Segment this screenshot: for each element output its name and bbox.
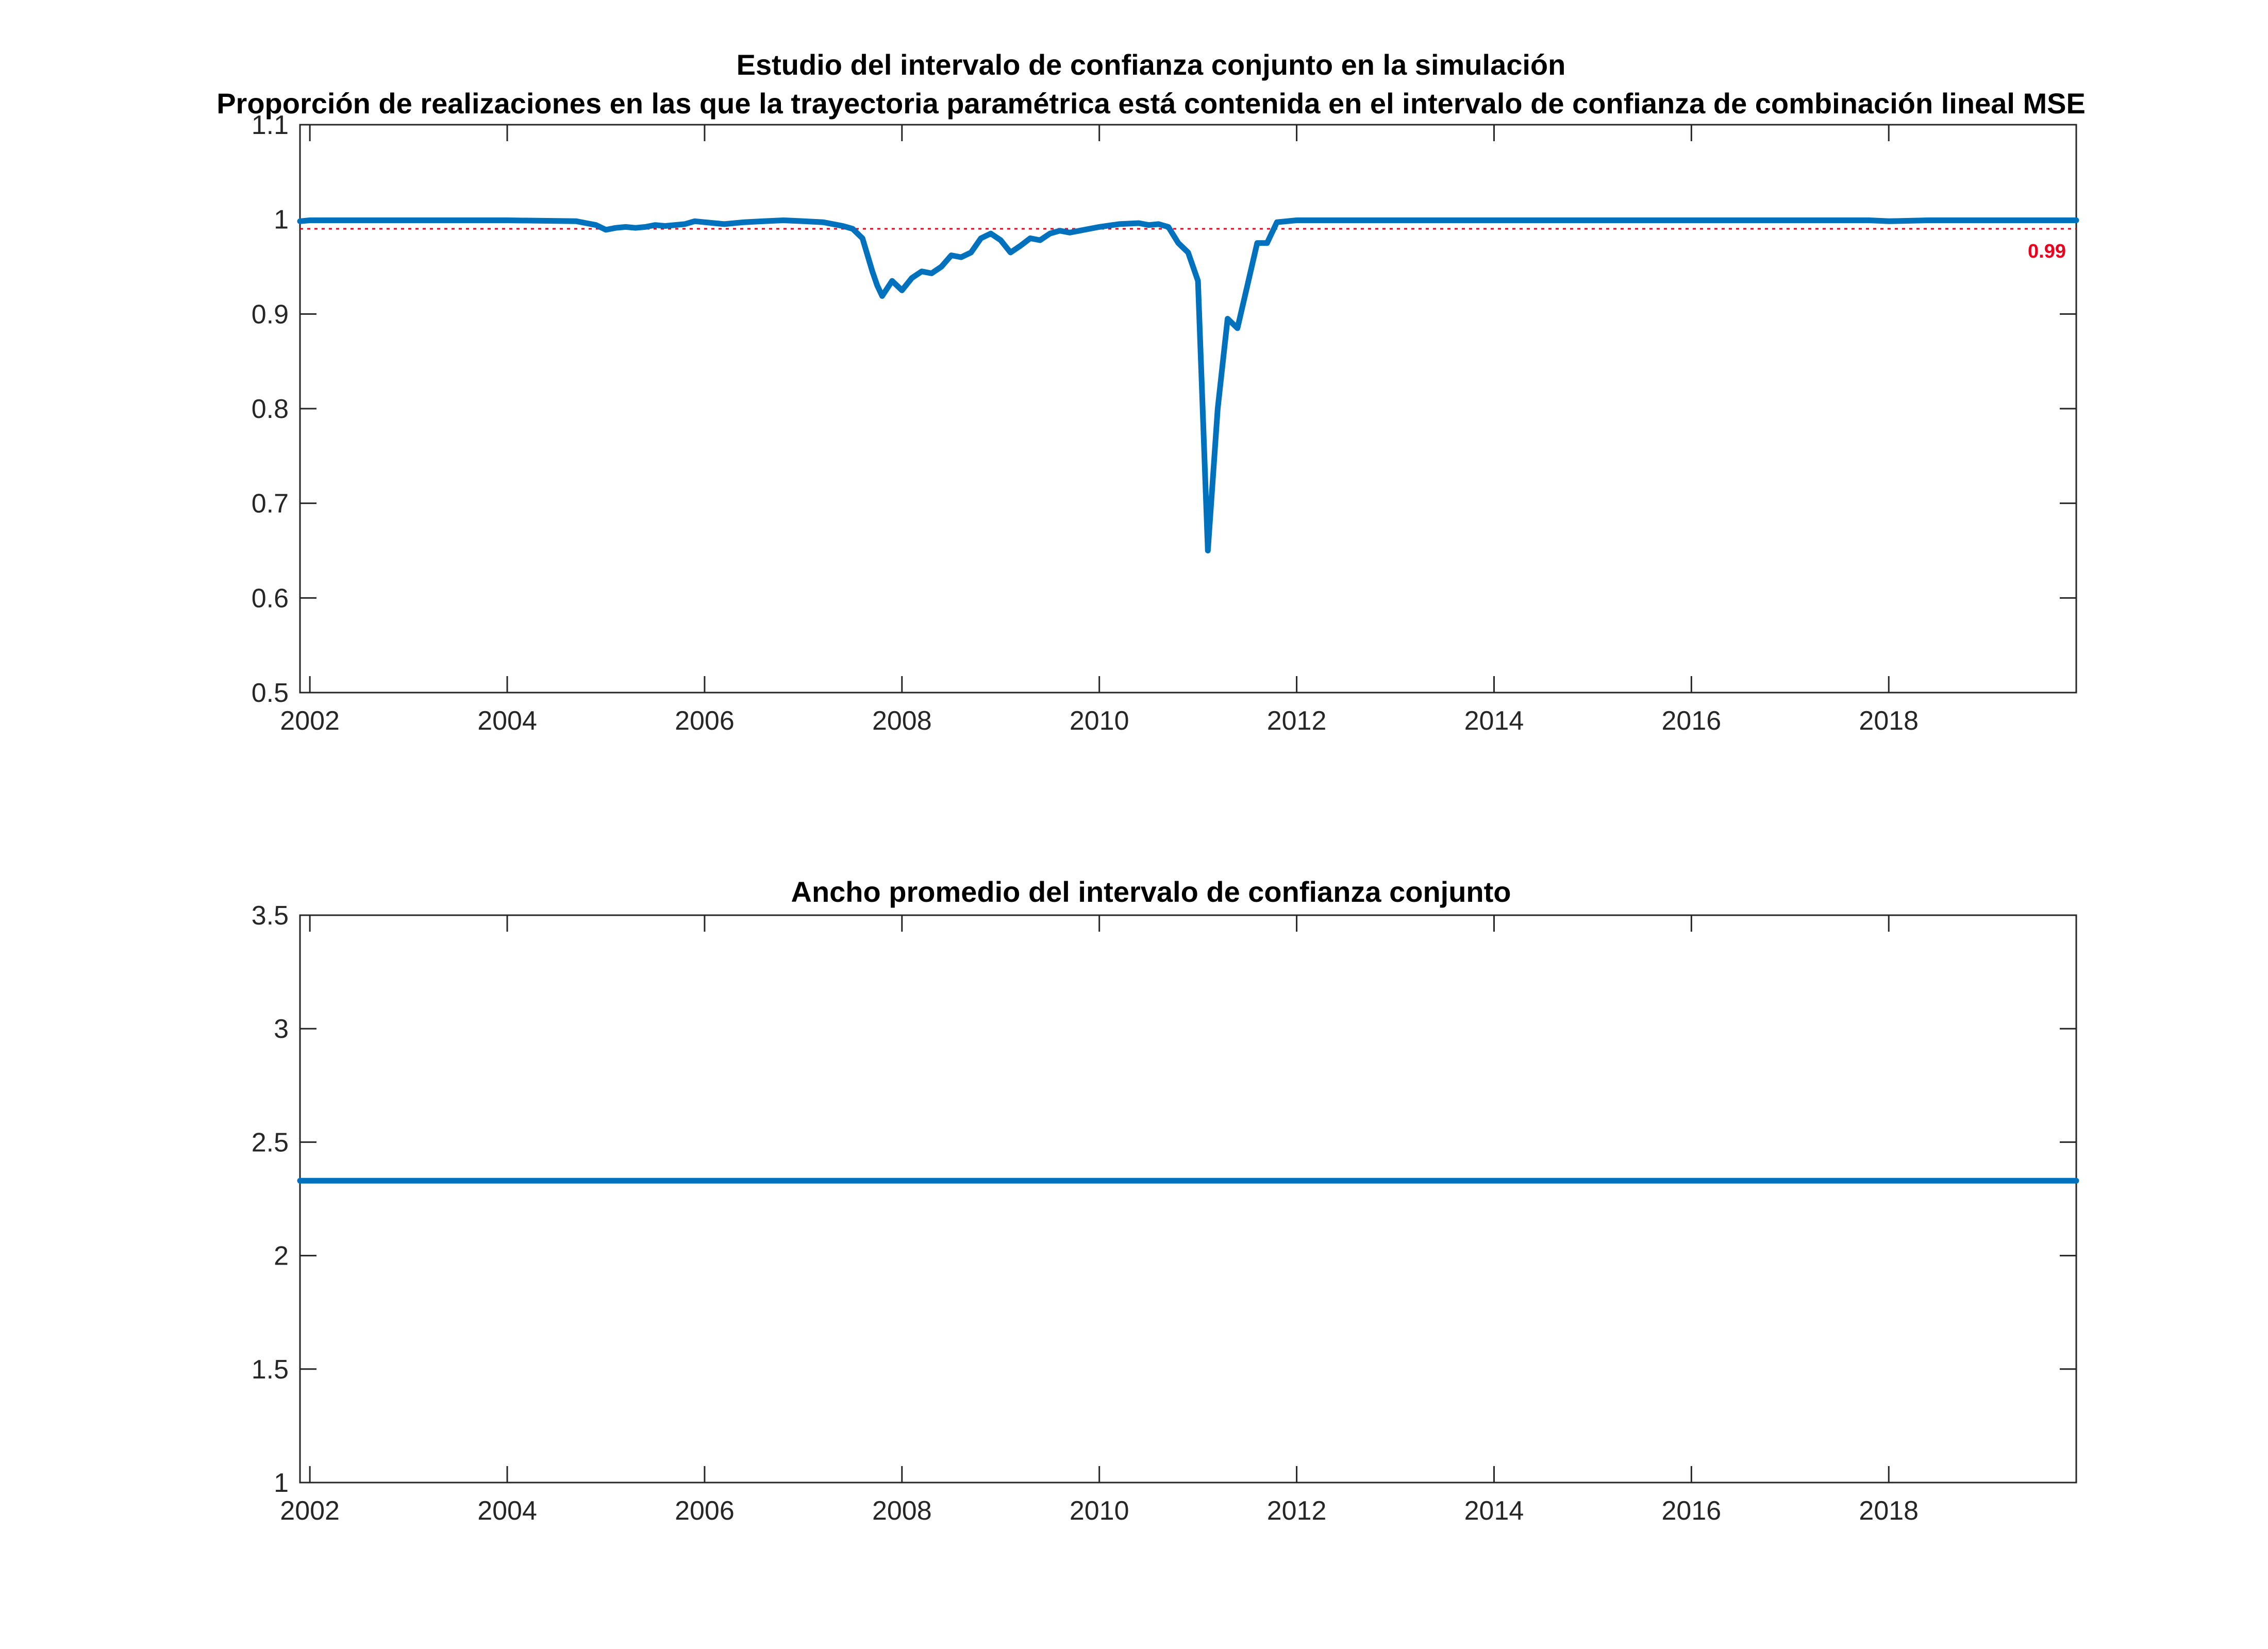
- x-tick-label: 2004: [477, 1496, 537, 1526]
- axes-frame: [299, 914, 2077, 1484]
- y-tick-label: 3.5: [252, 901, 289, 931]
- x-tick-label: 2010: [1070, 1496, 1129, 1526]
- x-tick-label: 2016: [1662, 1496, 1722, 1526]
- width-plot: 2002 2004 2006 2008 2010 2012 2014 2016 2018 1 1.5…: [252, 901, 2079, 1526]
- x-tick-label: 2016: [1662, 706, 1722, 736]
- x-tick-label: 2002: [280, 706, 340, 736]
- x-tick-label: 2004: [477, 706, 537, 736]
- y-tick-label: 2.5: [252, 1128, 289, 1157]
- y-tick-label: 0.6: [252, 583, 289, 613]
- width-chart-title: Ancho promedio del intervalo de confianz…: [791, 876, 1511, 908]
- series-line: [297, 217, 2079, 553]
- chart-subtitle: Proporción de realizaciones en las que l…: [216, 87, 2086, 120]
- y-tick-label: 0.7: [252, 489, 289, 519]
- y-tick-label: 1.1: [252, 110, 289, 140]
- axes-frame: [299, 124, 2077, 694]
- coverage-plot: 2002 2004 2006 2008 2010 2012 2014 2016 2018 0.5 0…: [252, 110, 2079, 736]
- x-tick-label: 2008: [872, 1496, 932, 1526]
- x-tick-label: 2008: [872, 706, 932, 736]
- x-tick-label: 2018: [1859, 1496, 1919, 1526]
- x-tick-label: 2006: [675, 706, 735, 736]
- y-tick-label: 0.9: [252, 299, 289, 329]
- x-tick-label: 2012: [1267, 706, 1327, 736]
- y-tick-label: 1.5: [252, 1355, 289, 1385]
- x-tick-label: 2002: [280, 1496, 340, 1526]
- x-tick-label: 2014: [1464, 706, 1524, 736]
- y-tick-label: 2: [274, 1241, 289, 1271]
- x-tick-label: 2012: [1267, 1496, 1327, 1526]
- x-tick-label: 2010: [1070, 706, 1129, 736]
- y-tick-label: 1: [274, 205, 289, 235]
- y-tick-label: 0.5: [252, 678, 289, 708]
- y-tick-label: 0.8: [252, 394, 289, 424]
- reference-label: 0.99: [2028, 241, 2066, 262]
- y-tick-label: 3: [274, 1014, 289, 1044]
- x-tick-label: 2014: [1464, 1496, 1524, 1526]
- y-tick-label: 1: [274, 1468, 289, 1498]
- x-tick-label: 2018: [1859, 706, 1919, 736]
- chart-title: Estudio del intervalo de confianza conju…: [737, 48, 1566, 81]
- x-tick-label: 2006: [675, 1496, 735, 1526]
